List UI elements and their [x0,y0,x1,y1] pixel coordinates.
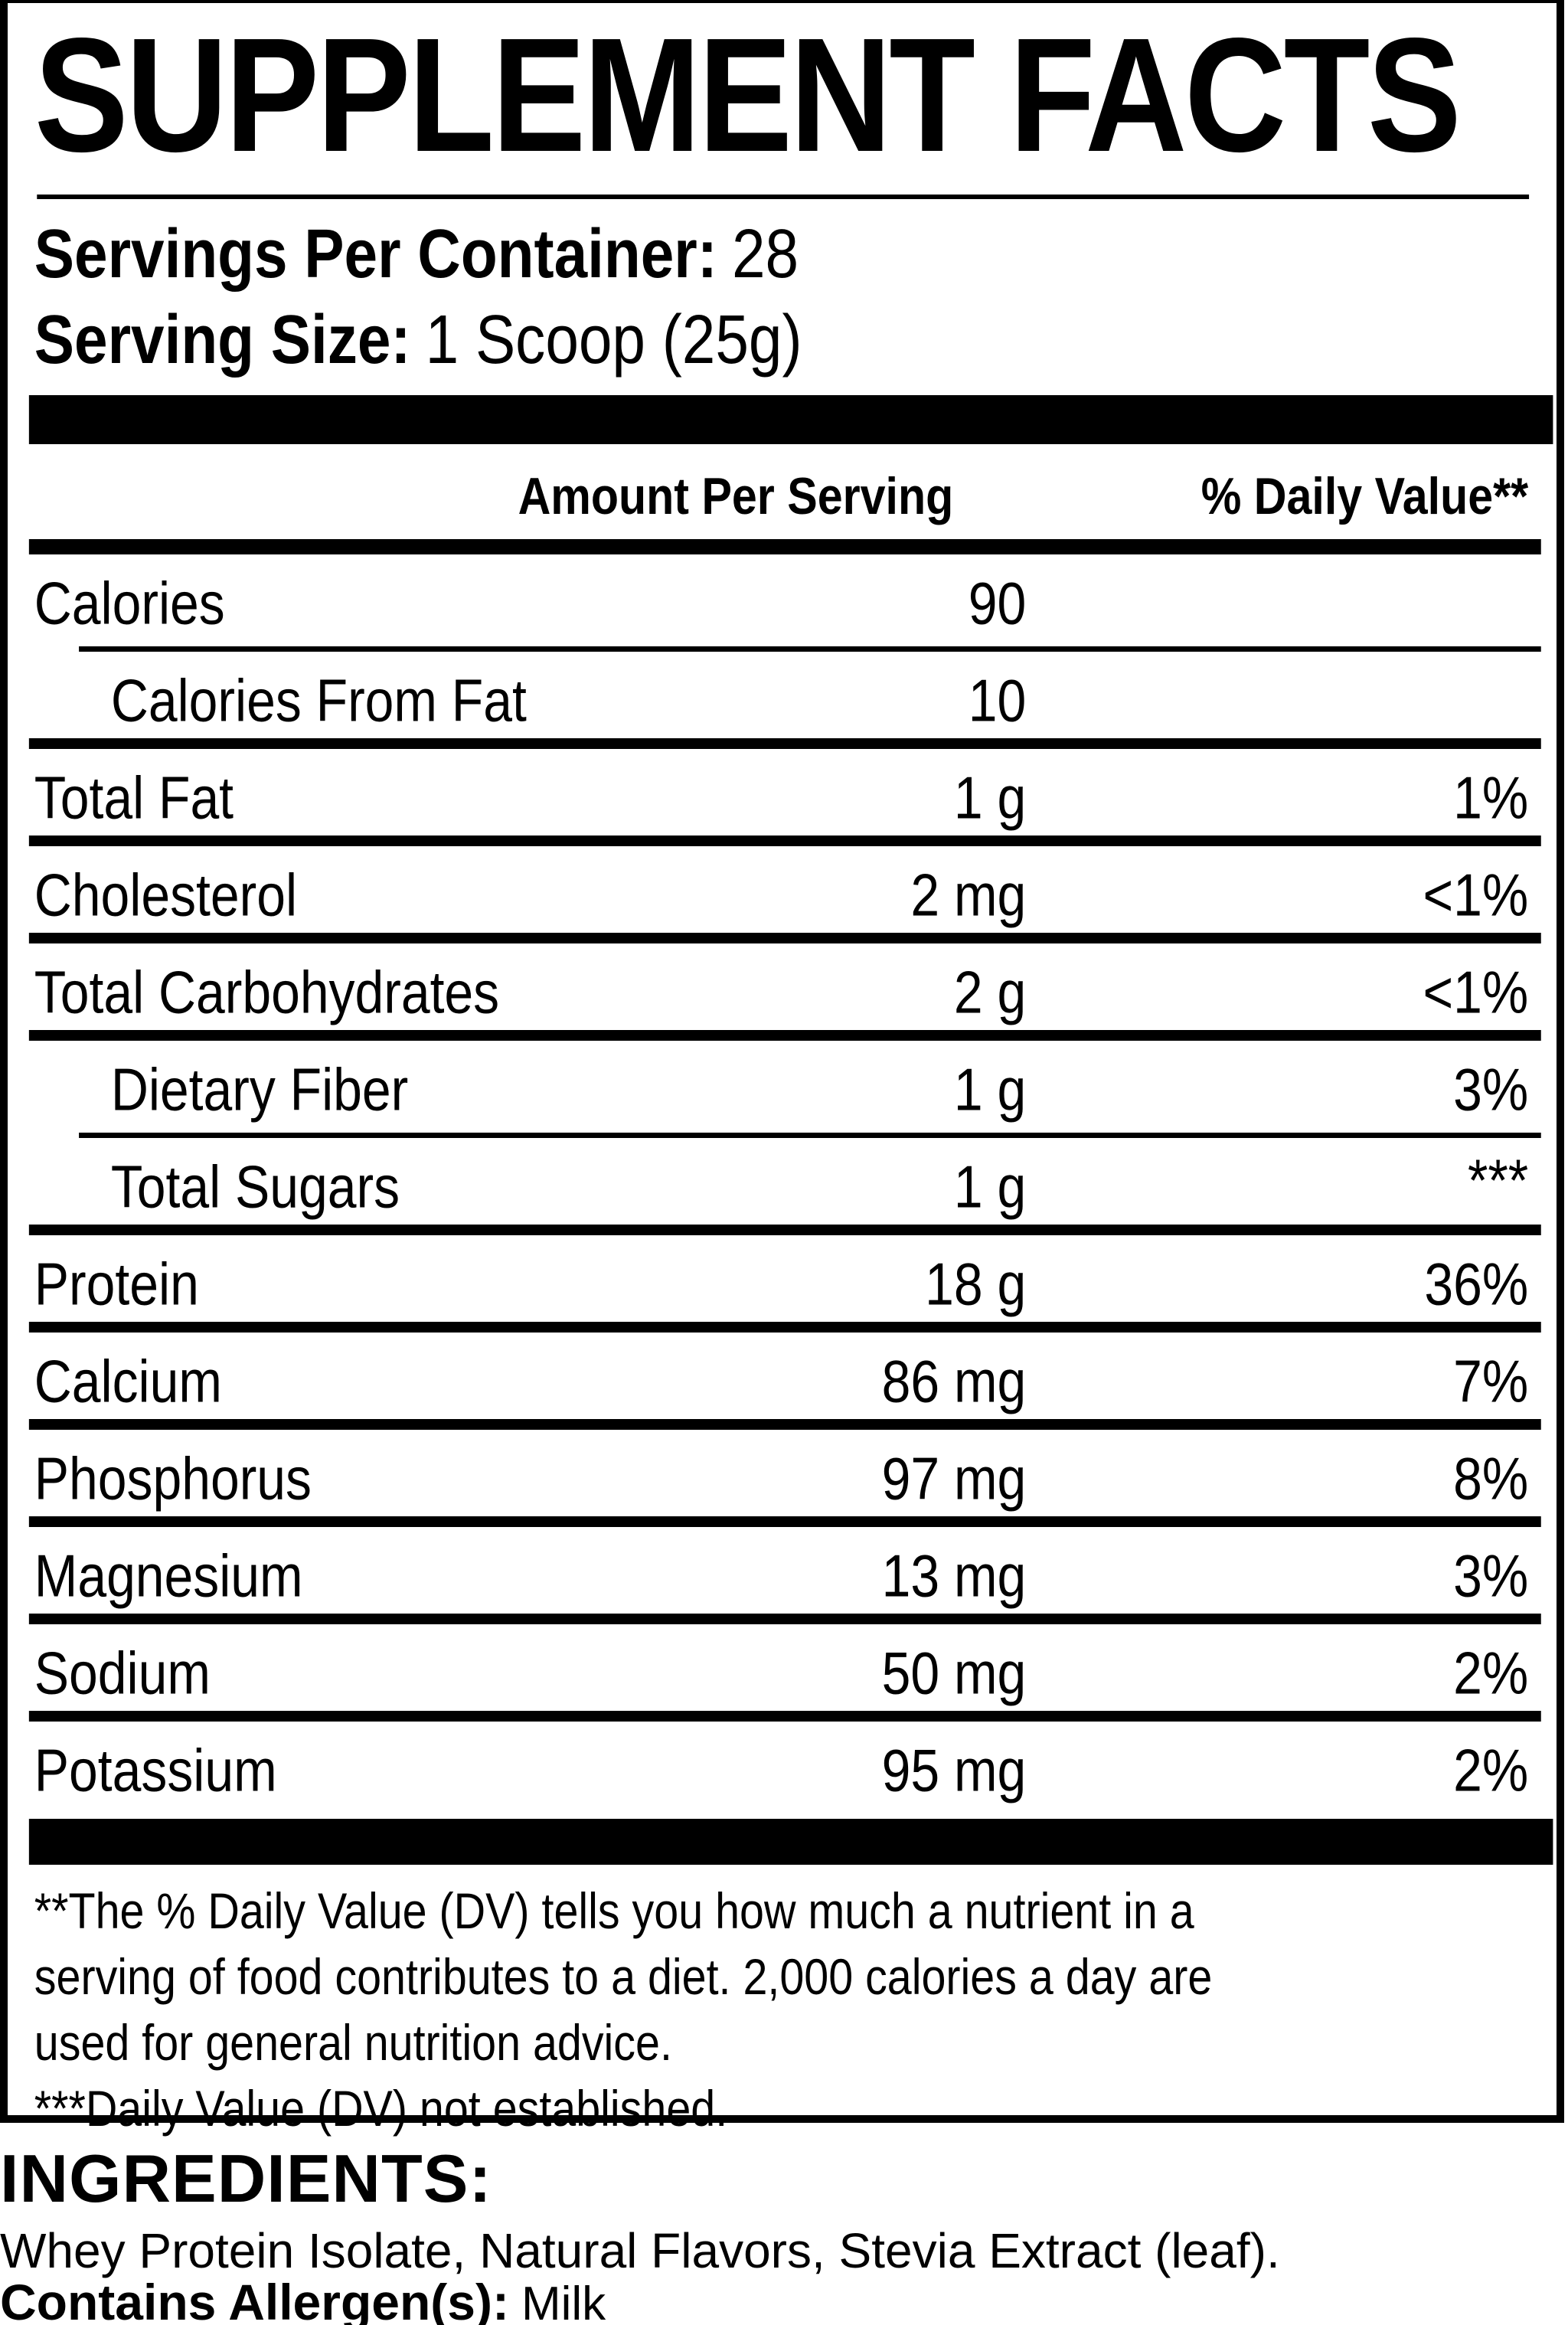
servings-per-container-label: Servings Per Container: [34,215,717,293]
nutrient-amount: 86 mg [881,1347,1027,1414]
row-separator [79,1133,1541,1138]
nutrient-dv: 3% [1453,1055,1529,1123]
nutrient-dv: 7% [1453,1347,1529,1414]
table-row: Calories From Fat 10 [8,652,1557,749]
nutrient-amount: 2 g [953,958,1027,1025]
table-row: Sodium 50 mg 2% [8,1624,1557,1722]
nutrient-name: Sodium [34,1639,211,1706]
ingredients-list: Whey Protein Isolate, Natural Flavors, S… [0,2223,1280,2278]
footnote-text: **The % Daily Value (DV) tells you how m… [34,1882,1213,2137]
serving-size-label: Serving Size: [34,301,411,378]
table-row: Potassium 95 mg 2% [8,1722,1557,1819]
table-row: Total Carbohydrates 2 g <1% [8,943,1557,1041]
nutrient-dv: <1% [1423,958,1529,1025]
nutrient-name: Phosphorus [34,1444,312,1512]
nutrient-amount: 50 mg [881,1639,1027,1706]
label-title: SUPPLEMENT FACTS [34,3,1462,185]
row-separator [79,646,1541,652]
nutrient-amount: 10 [968,666,1027,734]
table-row: Calcium 86 mg 7% [8,1333,1557,1430]
serving-size-row: Serving Size: 1 Scoop (25g) [34,301,802,378]
nutrient-name: Total Fat [34,764,234,831]
nutrient-amount: 1 g [953,1055,1027,1123]
nutrient-amount: 97 mg [881,1444,1027,1512]
nutrient-dv: 8% [1453,1444,1529,1512]
nutrient-name: Magnesium [34,1542,303,1609]
table-row: Cholesterol 2 mg <1% [8,846,1557,943]
separator-bar-bottom [28,1819,1553,1865]
table-row: Total Sugars 1 g *** [8,1138,1557,1235]
row-separator [28,1711,1541,1722]
nutrient-amount: 1 g [953,764,1027,831]
column-header-amount: Amount Per Serving [518,467,954,525]
nutrient-name: Total Sugars [110,1153,400,1220]
row-separator [28,1614,1541,1624]
nutrient-amount: 18 g [925,1250,1027,1317]
row-separator [28,835,1541,846]
row-separator [28,1030,1541,1041]
header-rule [28,539,1541,554]
table-row: Calories 90 [8,554,1557,652]
row-separator [28,1225,1541,1235]
table-row: Protein 18 g 36% [8,1235,1557,1333]
ingredients-heading: INGREDIENTS: [0,2140,492,2216]
row-separator [28,738,1541,749]
nutrient-name: Potassium [34,1736,277,1803]
servings-per-container-value: 28 [731,215,799,293]
nutrient-name: Calories From Fat [110,666,527,734]
allergen-label: Contains Allergen(s): [0,2274,509,2325]
table-row: Total Fat 1 g 1% [8,749,1557,846]
nutrient-amount: 90 [968,569,1027,636]
servings-per-container-row: Servings Per Container: 28 [34,215,799,293]
nutrient-dv: 36% [1424,1250,1529,1317]
nutrient-dv: 1% [1453,764,1529,831]
row-separator [28,1419,1541,1430]
separator-bar-top [28,395,1553,444]
table-row: Dietary Fiber 1 g 3% [8,1041,1557,1138]
nutrient-dv: <1% [1423,861,1529,928]
serving-size-value: 1 Scoop (25g) [425,301,802,378]
nutrient-dv: 2% [1453,1639,1529,1706]
nutrient-name: Calcium [34,1347,222,1414]
column-header-daily-value: % Daily Value** [1200,467,1529,525]
nutrient-name: Total Carbohydrates [34,958,500,1025]
row-separator [28,1516,1541,1527]
row-separator [28,933,1541,943]
allergen-value: Milk [521,2278,606,2325]
table-row: Phosphorus 97 mg 8% [8,1430,1557,1527]
facts-box: SUPPLEMENT FACTS Servings Per Container:… [0,0,1564,2137]
table-row: Magnesium 13 mg 3% [8,1527,1557,1624]
column-header-row: Amount Per Serving % Daily Value** [8,453,1557,539]
nutrient-dv: *** [1467,1146,1529,1214]
row-separator [28,1322,1541,1333]
nutrient-name: Dietary Fiber [110,1055,409,1123]
facts-box-content: SUPPLEMENT FACTS Servings Per Container:… [8,3,1557,2137]
nutrient-name: Calories [34,569,225,636]
title-rule [37,195,1530,199]
nutrient-dv: 2% [1453,1736,1529,1803]
nutrient-amount: 95 mg [881,1736,1027,1803]
nutrient-name: Protein [34,1250,199,1317]
nutrient-dv: 3% [1453,1542,1529,1609]
nutrient-table: Calories 90 Calories From Fat 10 Total F… [8,554,1557,1819]
nutrient-name: Cholesterol [34,861,298,928]
nutrient-amount: 13 mg [881,1542,1027,1609]
nutrient-amount: 2 mg [910,861,1027,928]
allergen-row: Contains Allergen(s): Milk [0,2273,606,2325]
nutrient-amount: 1 g [953,1153,1027,1220]
